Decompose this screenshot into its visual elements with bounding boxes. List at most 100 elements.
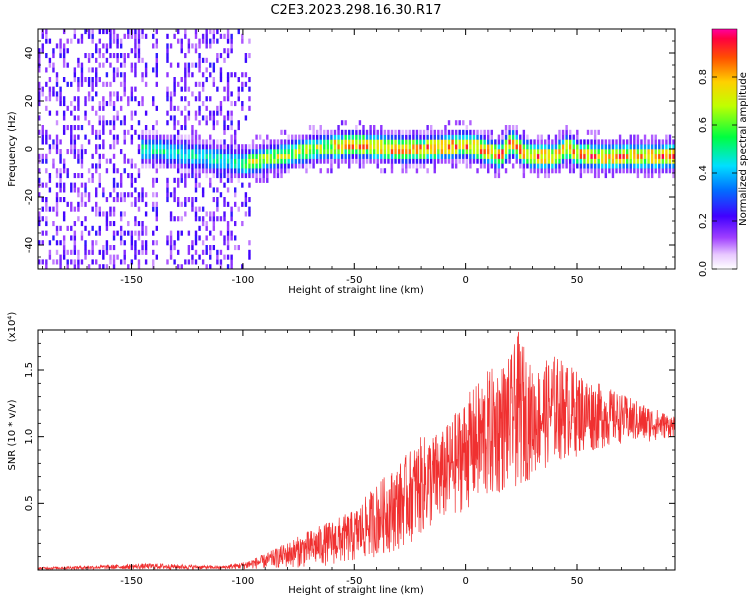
spectrogram-cell <box>586 168 590 174</box>
spectrogram-cell <box>291 153 294 159</box>
spectrogram-cell <box>234 144 237 150</box>
spectrogram-cell <box>191 259 194 265</box>
spectrogram-cell <box>476 149 479 155</box>
spectrogram-cell <box>155 38 158 44</box>
spectrogram-cell <box>479 134 483 140</box>
spectrogram-cell <box>109 144 112 150</box>
spectrogram-cell <box>273 139 276 145</box>
spectrogram-cell <box>330 153 333 159</box>
spectrogram-cell <box>593 173 597 179</box>
spectrogram-cell <box>458 158 461 164</box>
spectrogram-cell <box>216 120 219 126</box>
spectrogram-cell <box>198 163 201 169</box>
spectrogram-cell <box>212 120 216 126</box>
spectrogram-cell <box>66 38 69 44</box>
spectrogram-cell <box>333 158 337 164</box>
spectrogram-cell <box>209 144 212 150</box>
spectrogram-cell <box>337 129 340 135</box>
spectrogram-cell <box>119 182 123 188</box>
spectrogram-cell <box>276 144 280 150</box>
spectrogram-cell <box>38 53 41 59</box>
spectrogram-cell <box>472 153 476 159</box>
spectrogram-cell <box>362 134 365 140</box>
spectrogram-cell <box>383 158 387 164</box>
spectrogram-cell <box>84 115 87 121</box>
spectrogram-cell <box>80 38 84 44</box>
spectrogram-cell <box>611 163 615 169</box>
spectrogram-cell <box>141 158 144 164</box>
spectrogram-cell <box>52 235 55 241</box>
spectrogram-cell <box>194 48 198 54</box>
spectrogram-cell <box>194 216 198 222</box>
spectrogram-cell <box>166 57 169 63</box>
spectrogram-cell <box>319 144 322 150</box>
spectrogram-cell <box>105 48 109 54</box>
spectrogram-cell <box>358 120 362 126</box>
spectrogram-cell <box>209 182 212 188</box>
spectrogram-cell <box>148 144 151 150</box>
spectrogram-cell <box>84 187 87 193</box>
spectrogram-cell <box>187 139 191 145</box>
spectrogram-cell <box>315 158 319 164</box>
spectrogram-cell <box>640 149 643 155</box>
spectrogram-cell <box>515 134 518 140</box>
spectrogram-cell <box>66 264 69 269</box>
spectrogram-cell <box>501 149 504 155</box>
spectrogram-cell <box>109 43 112 49</box>
spectrogram-cell <box>444 144 447 150</box>
spectrogram-cell <box>305 144 308 150</box>
spectrogram-cell <box>308 144 312 150</box>
spectrogram-cell <box>116 230 119 236</box>
spectrogram-cell <box>273 173 276 179</box>
spectrogram-cell <box>226 53 230 59</box>
spectrogram-cell <box>465 158 469 164</box>
spectrogram-cell <box>226 235 230 241</box>
spectrogram-cell <box>152 201 155 207</box>
spectrogram-cell <box>611 144 615 150</box>
spectrogram-cell <box>38 67 41 73</box>
spectrogram-cell <box>216 163 219 169</box>
spectrogram-cell <box>355 144 358 150</box>
spectrogram-cell <box>593 158 597 164</box>
spectrogram-cell <box>226 153 230 159</box>
spectrogram-cell <box>59 187 62 193</box>
spectrogram-cell <box>187 67 191 73</box>
spectrogram-cell <box>415 158 419 164</box>
spectrogram-cell <box>59 177 62 183</box>
spectrogram-cell <box>152 192 155 198</box>
spectrogram-cell <box>112 259 116 265</box>
spectrogram-cell <box>536 173 540 179</box>
spectrogram-cell <box>301 158 305 164</box>
spectrogram-cell <box>87 91 91 97</box>
spectrogram-cell <box>223 115 226 121</box>
spectrogram-cell <box>618 139 622 145</box>
spectrogram-cell <box>144 153 148 159</box>
spectrogram-cell <box>45 168 48 174</box>
spectrogram-cell <box>226 149 230 155</box>
spectrogram-cell <box>41 206 44 212</box>
spectrogram-cell <box>241 182 244 188</box>
spectrogram-cell <box>95 168 98 174</box>
spectrogram-cell <box>333 153 337 159</box>
spectrogram-cell <box>127 33 130 39</box>
spectrogram-cell <box>629 149 632 155</box>
spectrogram-cell <box>216 38 219 44</box>
spectrogram-cell <box>166 182 169 188</box>
spectrogram-cell <box>87 192 91 198</box>
spectrogram-cell <box>73 153 77 159</box>
spectrogram-cell <box>558 149 561 155</box>
spectrogram-cell <box>273 153 276 159</box>
spectrogram-cell <box>419 153 422 159</box>
spectrogram-cell <box>276 158 280 164</box>
spectrogram-cell <box>462 139 465 145</box>
spectrogram-cell <box>647 139 650 145</box>
spectrogram-cell <box>187 158 191 164</box>
spectrogram-cell <box>59 264 62 269</box>
spectrogram-cell <box>244 153 248 159</box>
spectrogram-cell <box>251 163 255 169</box>
spectrogram-cell <box>558 139 561 145</box>
spectrogram-cell <box>572 168 575 174</box>
spectrogram-cell <box>415 168 419 174</box>
spectrogram-cell <box>301 134 305 140</box>
